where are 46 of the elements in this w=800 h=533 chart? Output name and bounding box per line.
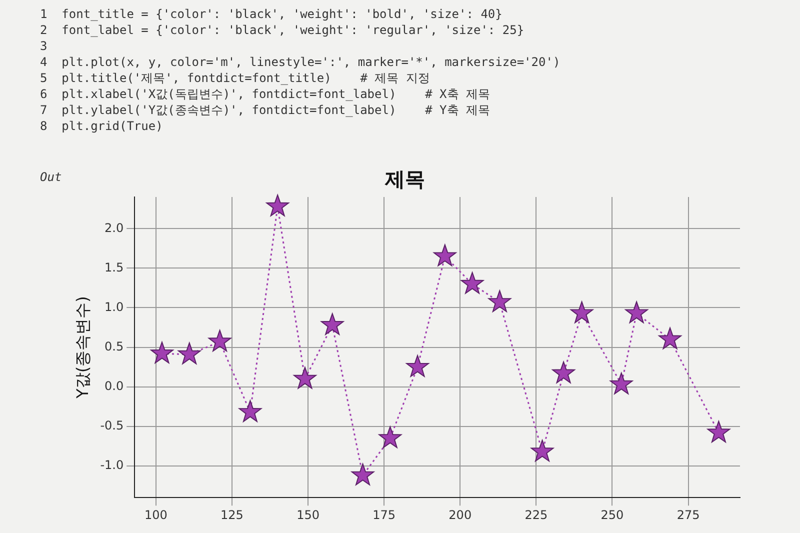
point	[552, 361, 575, 384]
point	[488, 290, 512, 312]
y-tick-label: -1.0	[100, 458, 124, 472]
point	[658, 327, 682, 350]
text: 4 plt.plot(x, y, color='m', linestyle=':', marker='*', markersize='20')	[40, 54, 562, 70]
y-axis-title: Y값(종속변수)	[72, 296, 92, 400]
y-tick-label: 0.0	[104, 378, 124, 393]
x-tick-label: 125	[220, 508, 244, 522]
point	[610, 372, 633, 394]
y-tick-label: -0.5	[100, 418, 124, 433]
point	[707, 420, 730, 443]
point	[320, 313, 344, 335]
point	[238, 400, 262, 422]
text: 6 plt.xlabel('X값(독립변수)', fontdict=font_label) # X축 제목	[40, 86, 492, 102]
y-tick-label: 1.5	[104, 260, 124, 274]
point	[460, 272, 484, 294]
y-tick-label: 1.0	[104, 300, 124, 314]
text: 5 plt.title('제목', fontdict=font_title) # 제목 지정	[40, 70, 431, 86]
y-tick-label: 2.0	[104, 220, 124, 235]
x-tick-label: 100	[144, 508, 168, 522]
point	[178, 342, 201, 364]
text: 7 plt.ylabel('Y값(종속변수)', fontdict=font_label) # Y축 제목	[40, 102, 492, 118]
point	[294, 366, 316, 389]
text: 3	[40, 38, 48, 54]
x-tick-label: 225	[524, 508, 548, 522]
point	[351, 463, 374, 486]
point	[570, 301, 594, 324]
chart-title: 제목	[384, 167, 425, 192]
text: 8 plt.grid(True)	[40, 118, 164, 134]
text: Out	[40, 170, 62, 184]
x-tick-label: 150	[296, 508, 320, 522]
point	[208, 330, 232, 352]
point	[530, 440, 554, 462]
x-tick-label: 250	[600, 508, 624, 522]
point	[406, 355, 429, 377]
point	[378, 426, 402, 448]
text: 2 font_label = {'color': 'black', 'weight': 'regular', 'size': 25}	[40, 22, 526, 38]
x-tick-label: 200	[448, 508, 472, 522]
text: 1 font_title = {'color': 'black', 'weight': 'bold', 'size': 40}	[40, 6, 504, 22]
point	[150, 342, 174, 364]
x-tick-label: 275	[676, 508, 700, 522]
x-tick-label: 175	[372, 508, 396, 522]
y-tick-label: 0.5	[104, 339, 124, 354]
point	[625, 301, 648, 324]
point	[266, 194, 290, 216]
point	[433, 244, 456, 266]
